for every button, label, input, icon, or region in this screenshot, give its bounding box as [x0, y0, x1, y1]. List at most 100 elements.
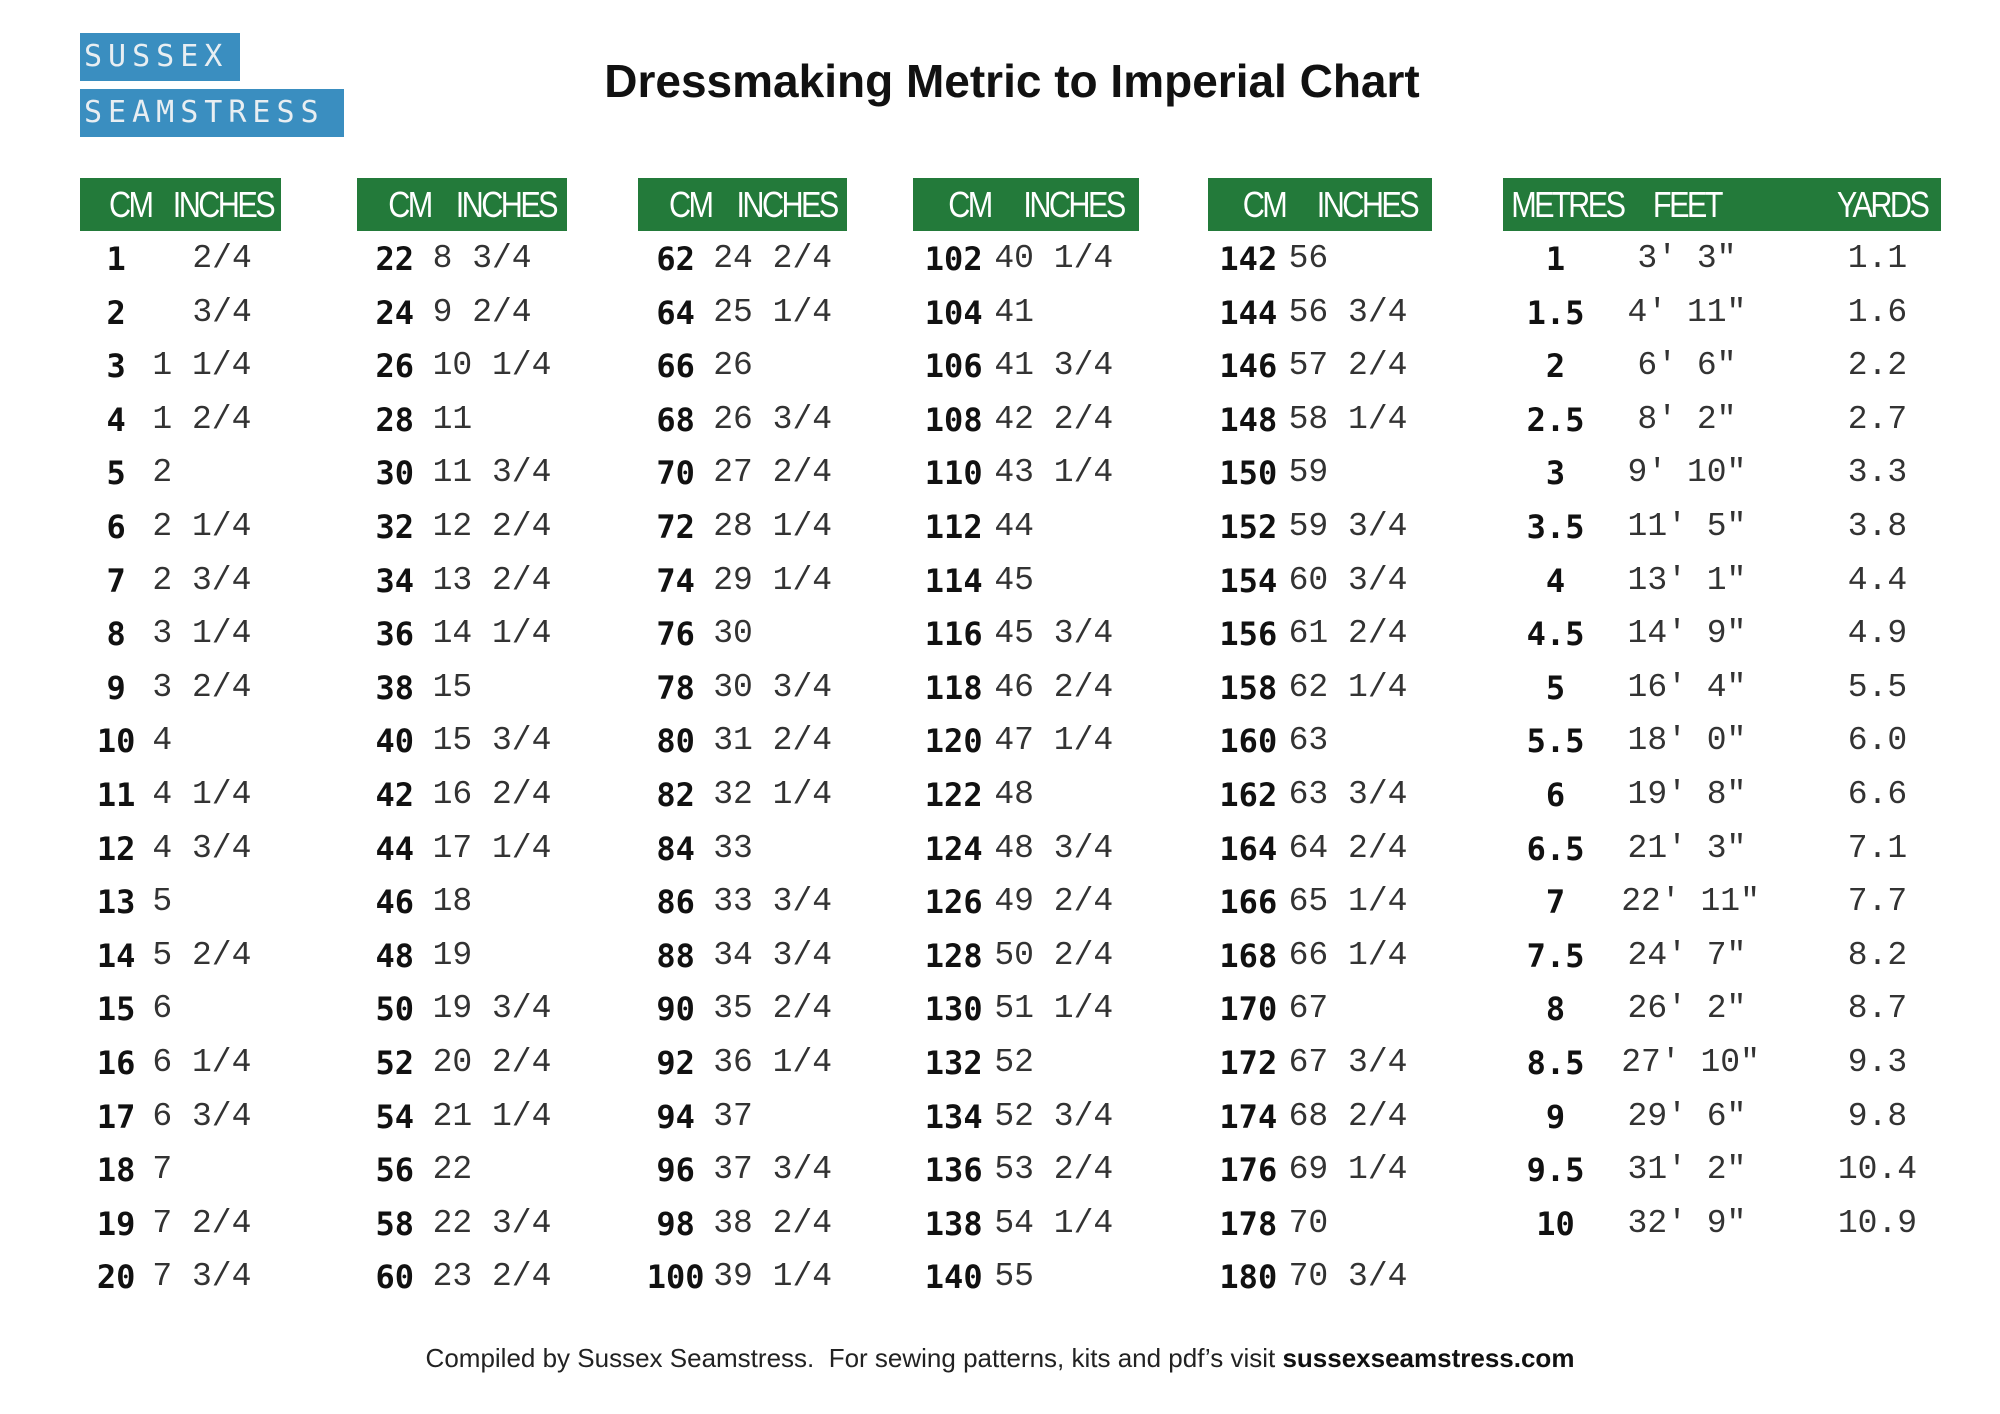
key-cell: 3 — [106, 347, 126, 386]
key-cell: 86 — [656, 883, 695, 922]
key-cell: 144 — [1219, 293, 1278, 332]
key-cell: 114 — [924, 561, 983, 600]
value-cell: 6 — [152, 990, 173, 1028]
value-cell: 18' 0" — [1627, 722, 1747, 760]
value-cell: 66 1/4 — [1288, 936, 1408, 974]
value-cell: 2.2 — [1847, 347, 1908, 385]
value-cell: 16 2/4 — [432, 776, 552, 813]
value-cell: 42 2/4 — [994, 400, 1114, 438]
value-cell: 3 1/4 — [152, 615, 252, 653]
key-cell: 5 — [106, 454, 126, 493]
value-cell: 53 2/4 — [994, 1151, 1114, 1189]
key-cell: 88 — [656, 936, 695, 975]
key-cell: 102 — [924, 240, 983, 278]
header-cell: CM — [1242, 184, 1288, 225]
value-cell: 7 3/4 — [152, 1258, 252, 1296]
value-cell: 15 3/4 — [432, 722, 552, 760]
value-cell: 26 3/4 — [713, 400, 833, 438]
key-cell: 44 — [375, 829, 415, 868]
value-cell: 44 — [994, 508, 1034, 545]
footer-link[interactable]: sussexseamstress.com — [1282, 1343, 1575, 1373]
value-cell: 36 1/4 — [713, 1044, 833, 1081]
value-cell: 4 — [152, 722, 173, 760]
key-cell: 158 — [1219, 668, 1278, 707]
key-cell: 9 — [1545, 1097, 1566, 1136]
key-cell: 4 — [1545, 561, 1566, 600]
key-cell: 66 — [656, 347, 695, 386]
value-cell: 3 2/4 — [152, 668, 252, 706]
value-cell: 63 — [1288, 722, 1329, 760]
header-cell: INCHES — [1316, 184, 1420, 225]
key-cell: 10 — [96, 722, 136, 761]
key-cell: 116 — [924, 615, 983, 654]
key-cell: 160 — [1219, 722, 1278, 761]
key-cell: 34 — [375, 561, 415, 600]
value-cell: 8.2 — [1847, 936, 1908, 974]
value-cell: 70 — [1288, 1204, 1329, 1242]
value-cell: 16' 4" — [1627, 668, 1747, 706]
header-cell: CM — [388, 184, 433, 225]
key-cell: 3.5 — [1526, 508, 1585, 546]
value-cell: 2/4 — [192, 240, 252, 277]
key-cell: 20 — [96, 1258, 136, 1297]
key-cell: 94 — [656, 1097, 695, 1136]
key-cell: 13 — [96, 883, 136, 922]
key-cell: 6.5 — [1526, 829, 1585, 868]
value-cell: 29' 6" — [1627, 1097, 1747, 1135]
value-cell: 5 — [152, 883, 173, 921]
value-cell: 34 3/4 — [713, 936, 833, 974]
key-cell: 98 — [656, 1204, 695, 1243]
key-cell: 7 — [1545, 883, 1566, 922]
value-cell: 47 1/4 — [994, 722, 1114, 760]
value-cell: 4.4 — [1847, 561, 1908, 599]
key-cell: 174 — [1219, 1097, 1278, 1136]
key-cell: 38 — [375, 668, 415, 707]
key-cell: 4 — [106, 400, 126, 439]
header-cell: YARDS — [1836, 184, 1930, 225]
value-cell: 65 1/4 — [1288, 883, 1408, 921]
key-cell: 56 — [375, 1151, 415, 1190]
value-cell: 30 — [713, 615, 753, 653]
value-cell: 9.8 — [1847, 1097, 1908, 1135]
header-cell: INCHES — [173, 184, 276, 225]
value-cell: 6 1/4 — [152, 1044, 252, 1081]
value-cell: 43 1/4 — [994, 454, 1114, 492]
key-cell: 72 — [656, 508, 695, 546]
key-cell: 112 — [924, 508, 983, 546]
value-cell: 32 1/4 — [713, 776, 833, 813]
value-cell: 67 3/4 — [1288, 1044, 1408, 1081]
value-cell: 3.8 — [1847, 508, 1908, 545]
key-cell: 9.5 — [1526, 1151, 1585, 1190]
key-cell: 22 — [375, 240, 415, 278]
key-cell: 104 — [924, 293, 983, 332]
key-cell: 148 — [1219, 400, 1278, 439]
key-cell: 14 — [96, 936, 136, 975]
key-cell: 180 — [1219, 1258, 1278, 1297]
key-cell: 1 — [106, 240, 126, 278]
logo-line: SEAMSTRESS — [80, 89, 344, 137]
key-cell: 118 — [924, 668, 983, 707]
value-cell: 64 2/4 — [1288, 829, 1408, 867]
value-cell: 10 1/4 — [432, 347, 552, 385]
value-cell: 2.7 — [1847, 400, 1908, 438]
footer: Compiled by Sussex Seamstress. For sewin… — [0, 1343, 2000, 1374]
value-cell: 8' 2" — [1637, 400, 1737, 438]
value-cell: 17 1/4 — [432, 829, 552, 867]
key-cell: 2.5 — [1526, 400, 1585, 439]
header-cell: FEET — [1652, 184, 1724, 225]
value-cell: 70 3/4 — [1288, 1258, 1408, 1296]
value-cell: 24' 7" — [1627, 936, 1747, 974]
key-cell: 140 — [924, 1258, 983, 1297]
key-cell: 46 — [375, 883, 415, 922]
value-cell: 21' 3" — [1627, 829, 1747, 867]
key-cell: 64 — [656, 293, 695, 332]
header-cell: CM — [109, 184, 154, 225]
value-cell: 3' 3" — [1637, 240, 1737, 277]
value-cell: 30 3/4 — [713, 668, 833, 706]
logo-line: SUSSEX — [80, 33, 240, 81]
value-cell: 6.0 — [1847, 722, 1908, 760]
key-cell: 2 — [106, 293, 126, 332]
key-cell: 48 — [375, 936, 415, 975]
value-cell: 68 2/4 — [1288, 1097, 1408, 1135]
